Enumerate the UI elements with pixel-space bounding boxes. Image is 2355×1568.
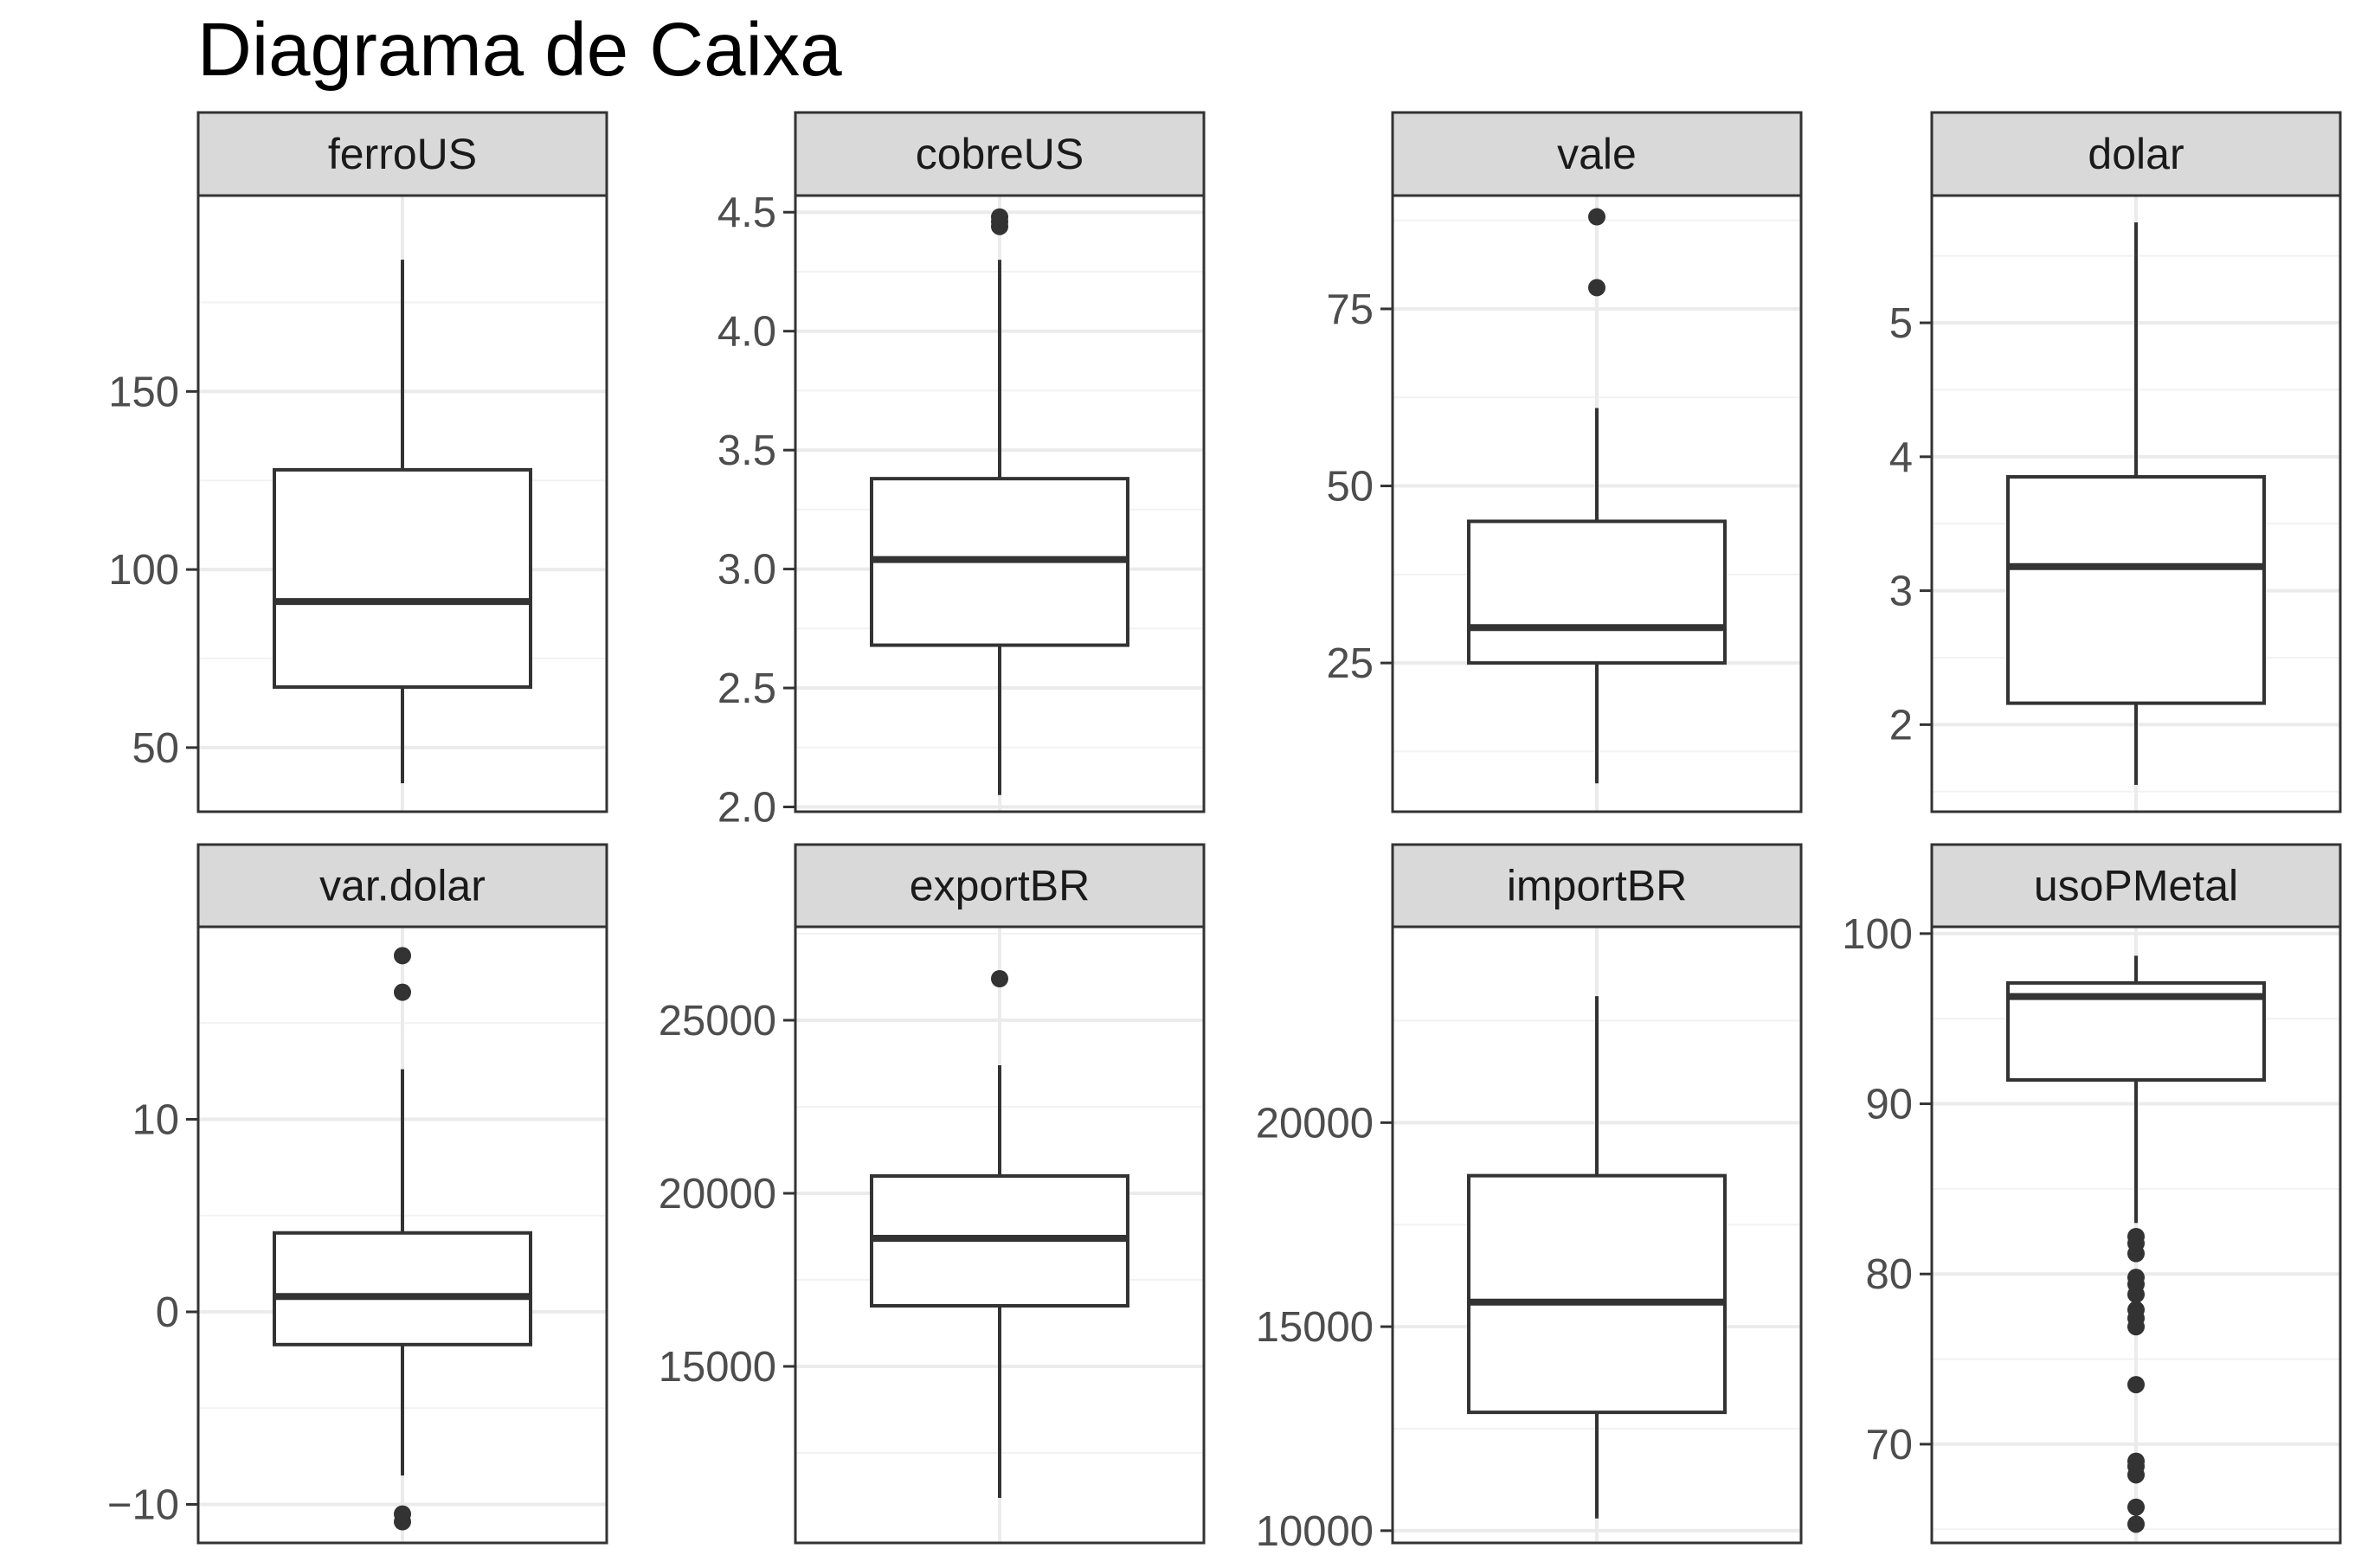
y-tick-label: 25000	[659, 998, 776, 1044]
y-tick-label: 3.5	[717, 427, 776, 474]
y-tick-label: 5	[1889, 300, 1913, 347]
panel-border	[1930, 194, 2342, 813]
y-tick-label: 15000	[659, 1344, 776, 1391]
y-tick-label: 150	[108, 369, 179, 415]
facet-usoPMetal: usoPMetal 70 80 90 100	[1842, 843, 2342, 1545]
facet-strip-label: exportBR	[910, 862, 1090, 910]
y-tick-label: 90	[1865, 1082, 1913, 1128]
panel-border	[1930, 925, 2342, 1545]
facet-strip	[1930, 843, 2342, 929]
facet-strip-label: vale	[1557, 130, 1637, 178]
y-tick-label: 15000	[1256, 1304, 1374, 1351]
y-tick-label: −10	[107, 1482, 179, 1529]
y-tick-label: 25	[1326, 640, 1374, 687]
y-tick-label: 10000	[1256, 1508, 1374, 1555]
facet-strip-label: dolar	[2088, 130, 2184, 178]
y-tick-label: 2.5	[717, 665, 776, 712]
outlier-point	[991, 970, 1008, 987]
y-tick-label: 20000	[1256, 1100, 1374, 1147]
y-tick-label: 50	[132, 725, 179, 772]
outlier-point	[2127, 1515, 2145, 1533]
facet-panels: ferroUS50100150cobreUS2.02.53.03.54.04.5…	[107, 111, 2342, 1555]
facet-strip-label: usoPMetal	[2034, 862, 2238, 910]
iqr-box	[273, 467, 532, 689]
y-tick-label: 75	[1326, 286, 1374, 333]
panel-border	[794, 194, 1206, 813]
outlier-point	[2127, 1498, 2145, 1516]
outlier-point	[2127, 1301, 2145, 1319]
facet-dolar: dolar 2 3 4 5	[1889, 111, 2342, 813]
facet-strip	[794, 843, 1206, 929]
panel-border	[1391, 194, 1803, 813]
facet-ferroUS: ferroUS 50 100 150	[108, 111, 608, 813]
facet-strip-label: cobreUS	[916, 130, 1084, 178]
facet-strip	[1930, 111, 2342, 197]
outlier-point	[394, 1505, 411, 1523]
y-tick-label: 20000	[659, 1171, 776, 1218]
outlier-point	[2127, 1269, 2145, 1287]
iqr-box	[1467, 1173, 1727, 1415]
y-tick-label: 0	[156, 1289, 179, 1336]
y-tick-label: 10	[132, 1097, 179, 1144]
facet-importBR: importBR 10000 15000 20000	[1256, 843, 1803, 1555]
facet-var.dolar: var.dolar −10 0 10	[107, 843, 608, 1545]
y-tick-label: 3	[1889, 569, 1913, 615]
iqr-box	[273, 1231, 532, 1346]
iqr-box	[1467, 519, 1727, 665]
outlier-point	[1588, 279, 1605, 297]
y-tick-label: 2	[1889, 702, 1913, 749]
y-tick-label: 4.5	[717, 190, 776, 236]
y-tick-label: 80	[1865, 1251, 1913, 1298]
iqr-box	[2006, 475, 2266, 705]
chart-title: Diagrama de Caixa	[197, 8, 842, 92]
y-tick-label: 4.0	[717, 309, 776, 356]
outlier-point	[394, 947, 411, 965]
facet-strip	[196, 111, 608, 197]
facet-exportBR: exportBR 15000 20000 25000	[659, 843, 1206, 1545]
facet-strip-label: ferroUS	[328, 130, 477, 178]
facet-strip-label: var.dolar	[319, 862, 486, 910]
outlier-point	[991, 208, 1008, 226]
facet-strip	[1391, 843, 1803, 929]
facet-cobreUS: cobreUS 2.0 2.5 3.0 3.5 4.0 4.5	[717, 111, 1206, 832]
facet-vale: vale 25 50 75	[1326, 111, 1803, 813]
facet-strip-label: importBR	[1507, 862, 1687, 910]
panel-border	[196, 925, 608, 1545]
y-tick-label: 70	[1865, 1422, 1913, 1468]
outlier-point	[2127, 1376, 2145, 1394]
y-tick-label: 50	[1326, 464, 1374, 511]
panel-border	[196, 194, 608, 813]
y-tick-label: 100	[1842, 911, 1913, 958]
y-tick-label: 100	[108, 547, 179, 594]
facet-strip	[1391, 111, 1803, 197]
facet-strip	[196, 843, 608, 929]
y-tick-label: 3.0	[717, 547, 776, 594]
outlier-point	[2127, 1227, 2145, 1245]
outlier-point	[2127, 1452, 2145, 1470]
panel-border	[1391, 925, 1803, 1545]
outlier-point	[394, 983, 411, 1001]
y-tick-label: 2.0	[717, 785, 776, 832]
panel-border	[794, 925, 1206, 1545]
y-tick-label: 4	[1889, 434, 1913, 481]
outlier-point	[1588, 208, 1605, 226]
